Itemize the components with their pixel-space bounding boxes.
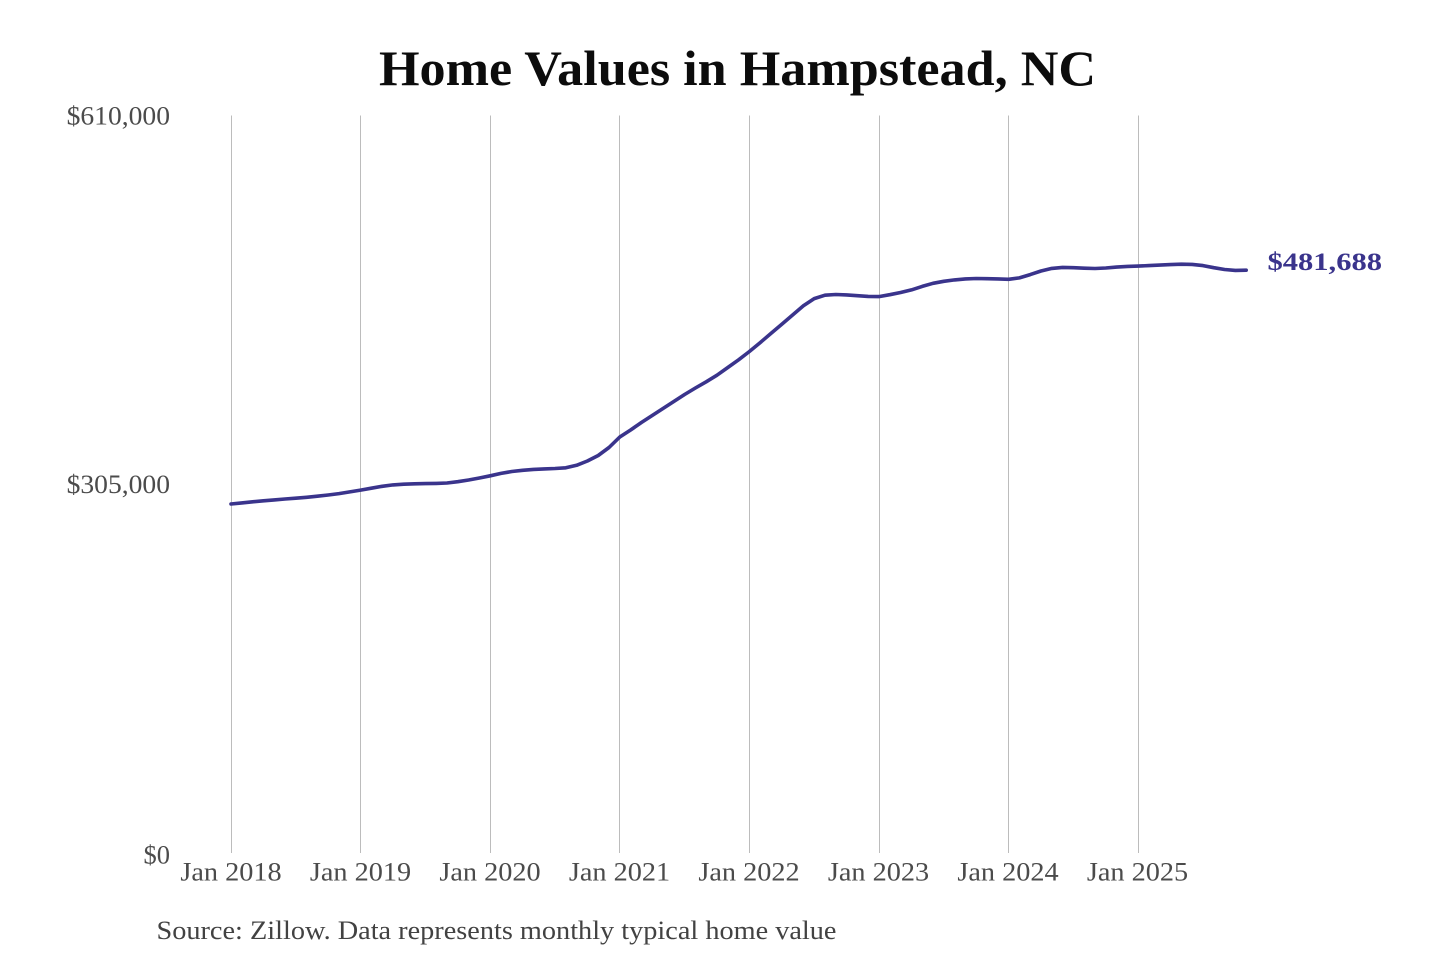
svg-text:Jan 2019: Jan 2019 [310,856,411,886]
svg-text:Source: Zillow. Data represent: Source: Zillow. Data represents monthly … [157,915,837,945]
svg-text:Jan 2018: Jan 2018 [180,856,281,886]
svg-text:$0: $0 [144,840,171,870]
svg-text:Jan 2023: Jan 2023 [828,856,929,886]
svg-text:$305,000: $305,000 [67,469,170,499]
svg-text:Home Values in Hampstead, NC: Home Values in Hampstead, NC [379,41,1096,96]
svg-text:Jan 2022: Jan 2022 [698,856,799,886]
svg-text:$610,000: $610,000 [67,101,170,131]
svg-text:$481,688: $481,688 [1268,247,1383,276]
svg-text:Jan 2025: Jan 2025 [1087,856,1188,886]
svg-text:Jan 2020: Jan 2020 [439,856,540,886]
svg-text:Jan 2021: Jan 2021 [569,856,670,886]
svg-text:Jan 2024: Jan 2024 [957,856,1058,886]
